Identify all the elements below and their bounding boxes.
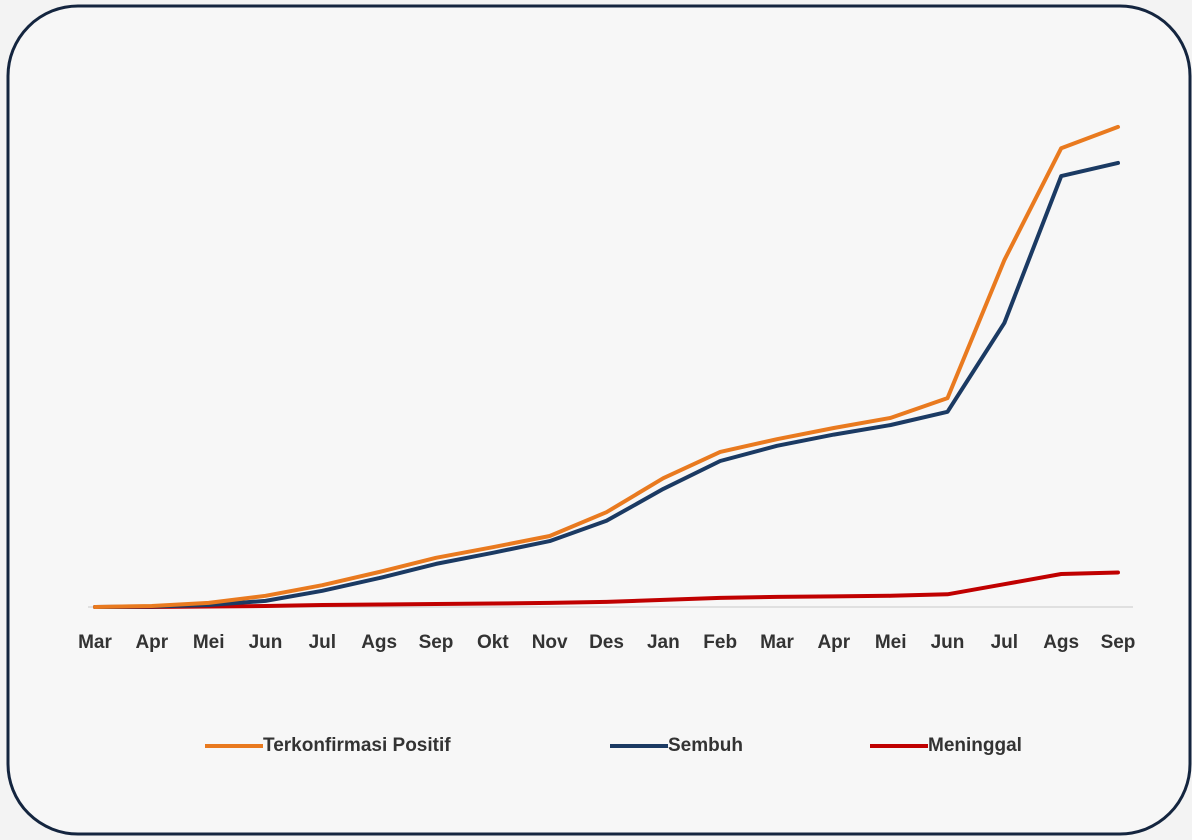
legend-label: Terkonfirmasi Positif xyxy=(263,735,451,756)
x-tick-label: Mar xyxy=(760,632,794,653)
x-tick-label: Mei xyxy=(875,632,907,653)
frame xyxy=(6,4,1192,836)
x-tick-label: Sep xyxy=(419,632,454,653)
x-tick-label: Mei xyxy=(193,632,225,653)
line-series xyxy=(93,160,1120,609)
x-tick-label: Jul xyxy=(991,632,1018,653)
x-tick-label: Mar xyxy=(78,632,112,653)
x-tick-label: Ags xyxy=(361,632,397,653)
x-tick-label: Feb xyxy=(703,632,737,653)
x-tick-label: Ags xyxy=(1043,632,1079,653)
x-tick-label: Apr xyxy=(817,632,850,653)
x-tick-label: Jul xyxy=(309,632,336,653)
line-series xyxy=(93,570,1120,609)
x-tick-label: Apr xyxy=(135,632,168,653)
x-tick-label: Jun xyxy=(931,632,965,653)
x-tick-label: Sep xyxy=(1101,632,1136,653)
x-tick-label: Jan xyxy=(647,632,680,653)
legend-label: Meninggal xyxy=(928,735,1022,756)
x-tick-label: Nov xyxy=(532,632,568,653)
x-tick-label: Des xyxy=(589,632,624,653)
legend-label: Sembuh xyxy=(668,735,743,756)
x-tick-label: Jun xyxy=(249,632,283,653)
x-tick-label: Okt xyxy=(477,632,509,653)
line-series xyxy=(93,124,1120,609)
